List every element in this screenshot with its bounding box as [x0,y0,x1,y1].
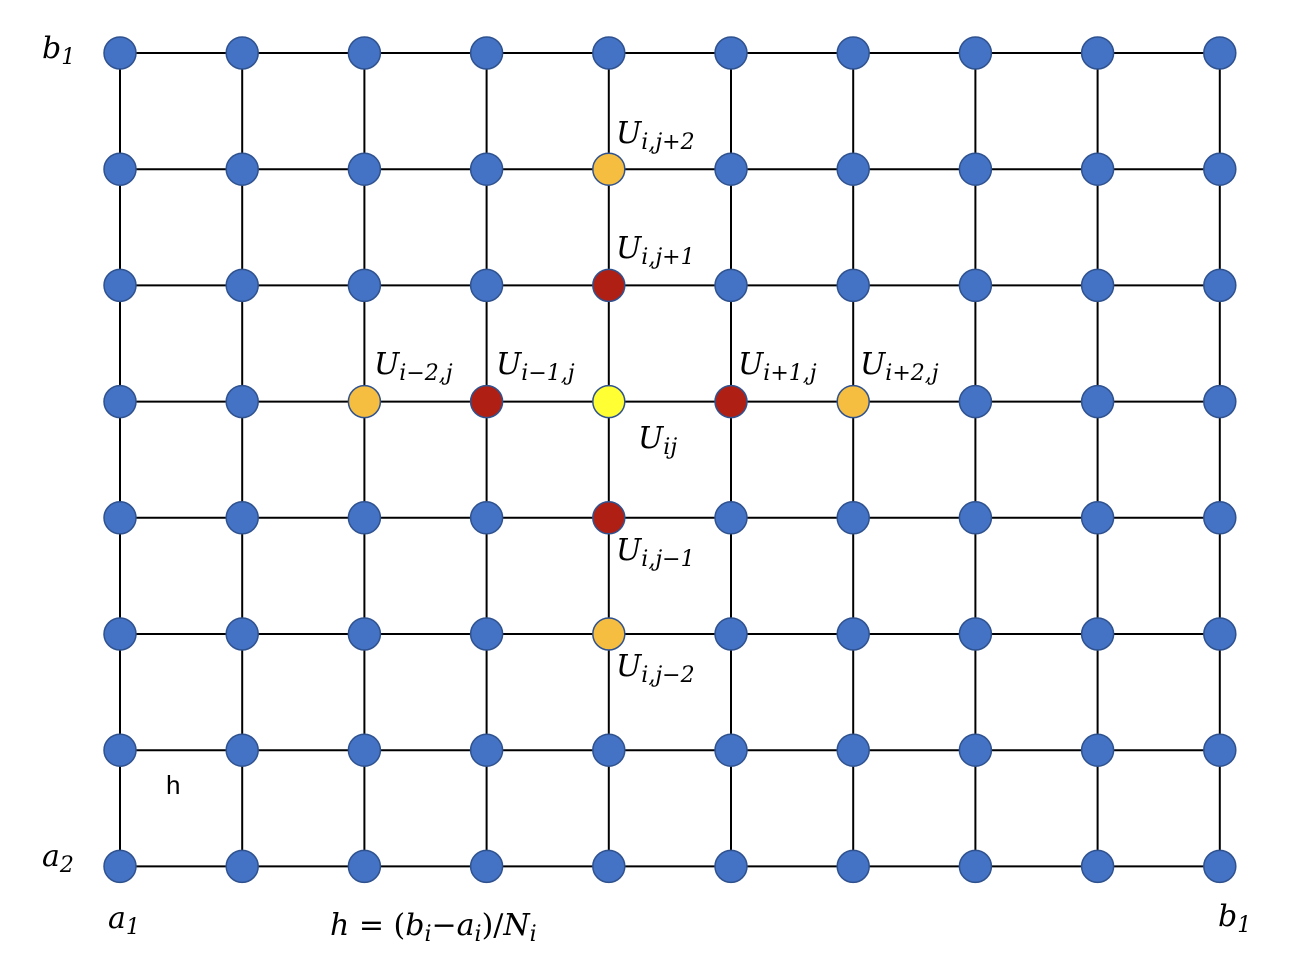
grid-node [225,501,259,535]
grid-node-near [469,384,504,419]
grid-node [469,152,504,186]
grid-node [225,384,259,419]
grid-node [958,617,993,651]
grid-node [836,501,870,535]
grid-node [347,501,382,535]
grid-node [714,733,748,767]
grid-node [103,152,137,186]
grid-node [347,733,382,767]
label-a2: a2 [42,839,74,878]
label-u-iplus1-j: Ui+1,j [738,347,817,386]
grid-node [1203,617,1237,651]
label-u-i-jminus1: Ui,j−1 [616,533,695,572]
grid-node [1080,36,1115,70]
label-h-cell: h [166,770,180,800]
label-u-i-jplus2: Ui,j+2 [616,116,695,155]
grid-node [958,733,993,767]
grid-node [225,617,259,651]
grid-node [958,384,993,419]
spacing-formula: h = (bi−ai)/Ni [330,908,537,947]
grid-node [836,268,870,303]
grid-node [103,617,137,651]
grid-node [1203,152,1237,186]
grid-node [103,36,137,70]
grid-node [714,849,748,884]
grid-node [225,268,259,303]
grid-node [1080,733,1115,767]
grid-node [225,36,259,70]
grid-node-near [592,501,626,535]
grid-node [469,268,504,303]
grid-node-far [347,384,382,419]
grid-node [103,501,137,535]
grid-node [1203,36,1237,70]
grid-node [103,268,137,303]
grid-node [103,849,137,884]
grid-node [714,36,748,70]
grid-node [469,501,504,535]
label-a1: a1 [108,901,140,940]
grid-node-far [836,384,870,419]
grid-node [1203,501,1237,535]
grid-node [714,268,748,303]
label-u-iplus2-j: Ui+2,j [860,347,939,386]
grid-node [836,849,870,884]
label-u-iminus1-j: Ui−1,j [496,347,575,386]
grid-node [347,152,382,186]
grid-node [225,849,259,884]
grid-node [592,36,626,70]
grid-node-center [592,384,626,419]
grid-lines [119,52,1221,868]
grid-node [958,36,993,70]
label-b1-top: b1 [42,31,75,70]
grid-node-near [592,268,626,303]
grid-node [469,617,504,651]
grid-node [836,733,870,767]
grid-node [592,733,626,767]
grid-node [347,617,382,651]
grid-node [958,501,993,535]
label-u-iminus2-j: Ui−2,j [374,347,453,386]
grid-node [103,733,137,767]
grid-node [1080,268,1115,303]
grid-node [714,501,748,535]
grid-node [469,849,504,884]
grid-node [1203,384,1237,419]
label-u-i-jminus2: Ui,j−2 [616,649,695,688]
grid-node [958,849,993,884]
grid-node [592,849,626,884]
grid-node [469,36,504,70]
label-u-ij: Uij [638,421,677,460]
grid-node [1203,849,1237,884]
grid-node [836,617,870,651]
grid-node [347,268,382,303]
grid-node [347,849,382,884]
grid-node [1080,501,1115,535]
grid-node [1080,849,1115,884]
grid-node-near [714,384,748,419]
grid-node [836,152,870,186]
grid-node [958,152,993,186]
grid-node [469,733,504,767]
grid-node [225,152,259,186]
grid-node [958,268,993,303]
grid-node-far [592,152,626,186]
grid-node [347,36,382,70]
grid-node [1080,617,1115,651]
label-u-i-jplus1: Ui,j+1 [616,231,695,270]
label-b1-bottom: b1 [1218,899,1251,938]
grid-node [836,36,870,70]
grid-node [225,733,259,767]
grid-node [714,152,748,186]
grid-node [1203,733,1237,767]
grid-node [103,384,137,419]
grid-node [1080,384,1115,419]
grid-nodes [103,36,1237,884]
grid-node [1080,152,1115,186]
grid-node-far [592,617,626,651]
grid-node [1203,268,1237,303]
grid-node [714,617,748,651]
